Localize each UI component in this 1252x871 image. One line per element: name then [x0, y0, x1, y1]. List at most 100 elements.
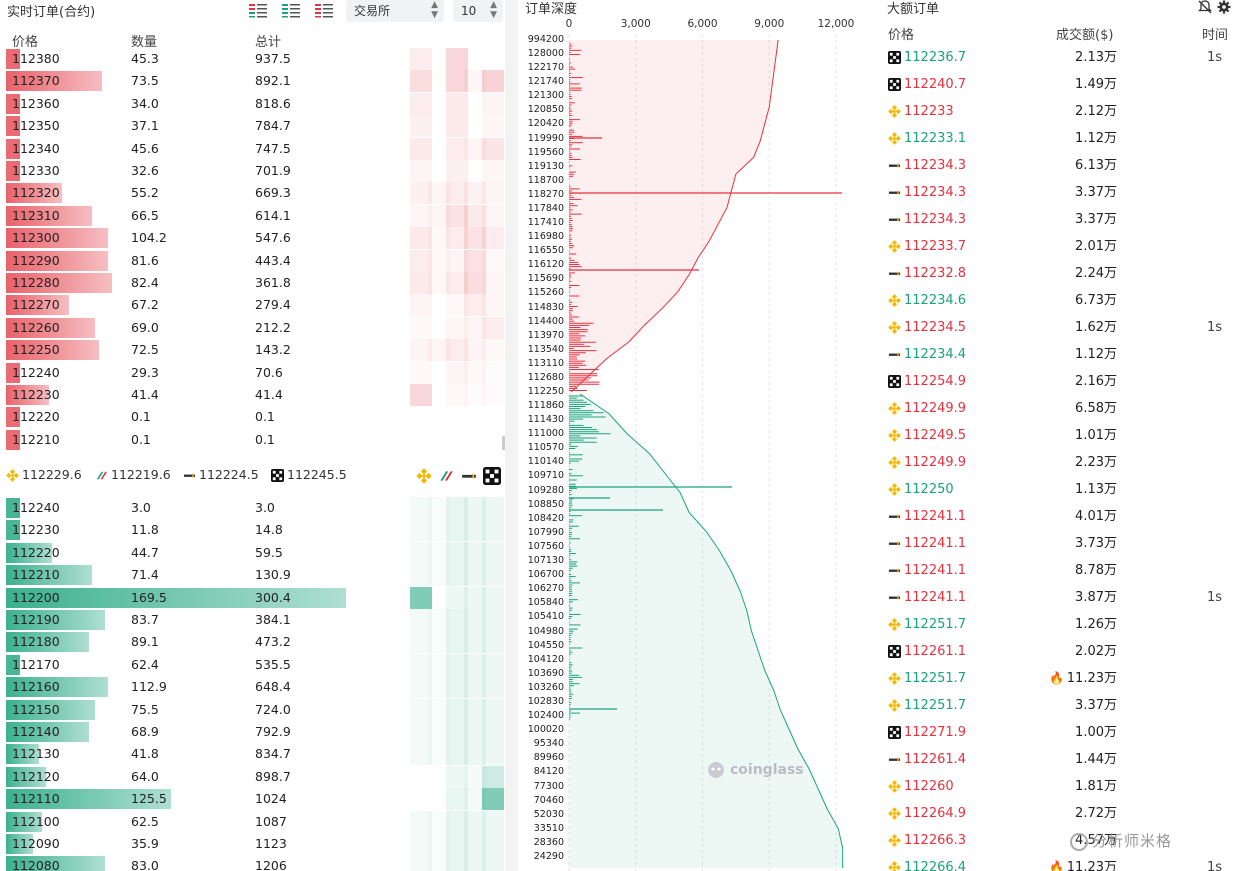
large-order-row[interactable]: 112234.3 6.13万: [882, 152, 1252, 179]
show-both-sides-icon[interactable]: [247, 2, 269, 18]
ask-row[interactable]: 112290 81.6 443.4: [0, 249, 505, 272]
ask-row[interactable]: 112220 0.1 0.1: [0, 406, 505, 428]
large-order-row[interactable]: 112240.7 1.49万: [882, 71, 1252, 98]
large-order-row[interactable]: 112260 1.81万: [882, 773, 1252, 800]
exchange-select[interactable]: 交易所 ▲ ▼: [346, 0, 444, 22]
large-order-row[interactable]: 112241.1 3.73万: [882, 530, 1252, 557]
binance-filter-icon[interactable]: [416, 468, 432, 484]
coinglass-logo-icon: [708, 762, 724, 778]
large-order-row[interactable]: 112249.5 1.01万: [882, 422, 1252, 449]
large-order-row[interactable]: 112261.4 1.44万: [882, 746, 1252, 773]
bid-row[interactable]: 112110 125.5 1024: [0, 788, 505, 811]
large-order-row[interactable]: 112241.1 3.87万 1s: [882, 584, 1252, 611]
bid-price-label: 110140: [527, 456, 564, 468]
large-order-row[interactable]: 112266.4 🔥 11.23万 1s: [882, 854, 1252, 871]
bid-row[interactable]: 112240 3.0 3.0: [0, 497, 505, 519]
ask-row[interactable]: 112300 104.2 547.6: [0, 227, 505, 250]
ask-row[interactable]: 112260 69.0 212.2: [0, 316, 505, 339]
large-order-row[interactable]: 112251.7 1.26万: [882, 611, 1252, 638]
depth-chart[interactable]: [518, 0, 878, 871]
large-order-row[interactable]: 112261.1 2.02万: [882, 638, 1252, 665]
bid-row[interactable]: 112120 64.0 898.7: [0, 765, 505, 788]
heatmap-cell: [446, 497, 468, 519]
asks-scrollbar[interactable]: [502, 436, 505, 450]
large-order-row[interactable]: 112233 2.12万: [882, 98, 1252, 125]
bid-row[interactable]: 112170 62.4 535.5: [0, 653, 505, 676]
large-order-row[interactable]: 112234.4 1.12万: [882, 341, 1252, 368]
bid-row[interactable]: 112090 35.9 1123: [0, 833, 505, 855]
large-order-row[interactable]: 112249.9 2.23万: [882, 449, 1252, 476]
bid-row[interactable]: 112140 68.9 792.9: [0, 721, 505, 743]
ask-qty: 73.5: [131, 73, 159, 89]
ask-row[interactable]: 112360 34.0 818.6: [0, 92, 505, 115]
ask-price: 112320: [12, 185, 60, 201]
large-order-row[interactable]: 112266.3 4.57万: [882, 827, 1252, 854]
bid-volume-bar: [6, 542, 53, 563]
show-bids-only-icon[interactable]: [280, 2, 302, 18]
large-order-row[interactable]: 112234.3 3.37万: [882, 206, 1252, 233]
large-order-amount: 6.73万: [1075, 293, 1117, 308]
large-order-row[interactable]: 112254.9 2.16万: [882, 368, 1252, 395]
large-order-amount: 2.72万: [1075, 806, 1117, 821]
large-order-row[interactable]: 112234.6 6.73万: [882, 287, 1252, 314]
ask-row[interactable]: 112280 82.4 361.8: [0, 272, 505, 294]
bell-off-icon[interactable]: [1198, 0, 1212, 14]
bid-row[interactable]: 112080 83.0 1206: [0, 855, 505, 871]
ask-row[interactable]: 112330 32.6 701.9: [0, 160, 505, 182]
heatmap-cell: [446, 788, 468, 811]
large-order-row[interactable]: 112234.3 3.37万: [882, 179, 1252, 206]
large-order-row[interactable]: 112264.9 2.72万: [882, 800, 1252, 827]
bid-row[interactable]: 112200 169.5 300.4: [0, 586, 505, 609]
ask-row[interactable]: 112380 45.3 937.5: [0, 48, 505, 70]
bid-row[interactable]: 112180 89.1 473.2: [0, 631, 505, 654]
large-order-row[interactable]: 112233.7 2.01万: [882, 233, 1252, 260]
bid-total: 724.0: [255, 701, 291, 717]
ask-row[interactable]: 112270 67.2 279.4: [0, 294, 505, 317]
ask-row[interactable]: 112310 66.5 614.1: [0, 204, 505, 227]
show-asks-only-icon[interactable]: [313, 2, 335, 18]
bid-row[interactable]: 112190 83.7 384.1: [0, 609, 505, 631]
ask-row[interactable]: 112210 0.1 0.1: [0, 429, 505, 451]
panel-divider: [505, 0, 518, 871]
bid-row[interactable]: 112230 11.8 14.8: [0, 519, 505, 542]
ask-row[interactable]: 112240 29.3 70.6: [0, 361, 505, 384]
order-book-panel: 实时订单(合约) 交易所 ▲ ▼ 10 ▲ ▼ 价格 数量: [0, 0, 505, 871]
ask-row[interactable]: 112340 45.6 747.5: [0, 137, 505, 160]
large-order-row[interactable]: 112241.1 8.78万: [882, 557, 1252, 584]
depth-level-select[interactable]: 10 ▲ ▼: [453, 0, 503, 22]
bid-row[interactable]: 112210 71.4 130.9: [0, 564, 505, 587]
large-order-row[interactable]: 112249.9 6.58万: [882, 395, 1252, 422]
ask-row[interactable]: 112230 41.4 41.4: [0, 384, 505, 406]
gear-icon[interactable]: [1217, 0, 1231, 14]
large-order-row[interactable]: 112234.5 1.62万 1s: [882, 314, 1252, 341]
bid-row[interactable]: 112160 112.9 648.4: [0, 676, 505, 699]
large-order-row[interactable]: 112251.7 3.37万: [882, 692, 1252, 719]
large-order-amount: 1.12万: [1075, 131, 1117, 146]
ask-row[interactable]: 112320 55.2 669.3: [0, 182, 505, 205]
bid-row[interactable]: 112150 75.5 724.0: [0, 698, 505, 721]
bitget-filter-icon[interactable]: [438, 468, 454, 484]
bid-row[interactable]: 112130 41.8 834.7: [0, 743, 505, 766]
large-order-amount: 11.23万: [1066, 860, 1117, 871]
large-order-row[interactable]: 112241.1 4.01万: [882, 503, 1252, 530]
ask-row[interactable]: 112250 72.5 143.2: [0, 339, 505, 362]
large-order-row[interactable]: 112236.7 2.13万 1s: [882, 44, 1252, 71]
ask-volume-bar: [6, 407, 20, 428]
large-order-row[interactable]: 112233.1 1.12万: [882, 125, 1252, 152]
bid-row[interactable]: 112100 62.5 1087: [0, 810, 505, 833]
okx-filter-icon[interactable]: [483, 467, 501, 485]
bybit-filter-icon[interactable]: [461, 468, 477, 484]
ask-total: 443.4: [255, 252, 291, 268]
heatmap-cell: [446, 272, 468, 294]
large-order-price: 112249.9: [904, 455, 967, 470]
large-order-row[interactable]: 112251.7 🔥 11.23万: [882, 665, 1252, 692]
ask-row[interactable]: 112350 37.1 784.7: [0, 115, 505, 138]
ask-price-label: 128000: [527, 48, 564, 60]
large-order-row[interactable]: 112271.9 1.00万: [882, 719, 1252, 746]
heatmap-cell: [482, 676, 504, 699]
bid-volume-bar: [6, 654, 20, 675]
ask-row[interactable]: 112370 73.5 892.1: [0, 70, 505, 93]
large-order-row[interactable]: 112232.8 2.24万: [882, 260, 1252, 287]
bid-row[interactable]: 112220 44.7 59.5: [0, 541, 505, 564]
large-order-row[interactable]: 112250 1.13万: [882, 476, 1252, 503]
